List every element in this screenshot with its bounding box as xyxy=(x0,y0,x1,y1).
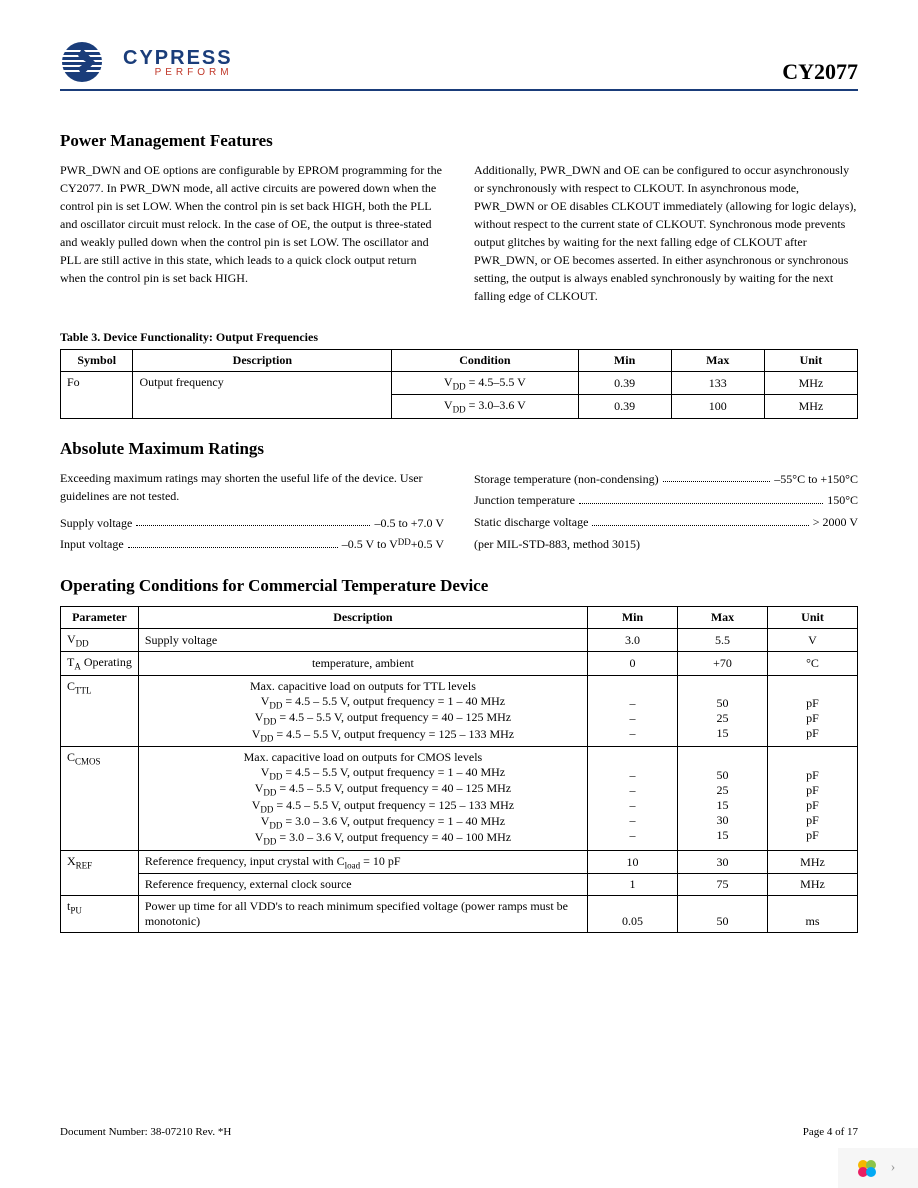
amr-heading: Absolute Maximum Ratings xyxy=(60,439,858,459)
amr-note: (per MIL-STD-883, method 3015) xyxy=(474,534,858,556)
t3-cond1: VDD = 4.5–5.5 V xyxy=(392,372,578,395)
logo: CYPRESS PERFORM xyxy=(60,40,233,85)
oc-vdd-param: VDD xyxy=(61,628,139,651)
table-row: XREF Reference frequency, input crystal … xyxy=(61,850,858,873)
oc-vdd-unit: V xyxy=(768,628,858,651)
th-symbol: Symbol xyxy=(61,350,133,372)
oc-tpu-param: tPU xyxy=(61,896,139,933)
oc-ta-min: 0 xyxy=(588,652,678,675)
th-description: Description xyxy=(133,350,392,372)
oc-cttl-max: 502515 xyxy=(678,675,768,746)
doc-number: Document Number: 38-07210 Rev. *H xyxy=(60,1126,231,1138)
oc-tpu-min: 0.05 xyxy=(588,896,678,933)
th-max: Max xyxy=(678,606,768,628)
oc-xref2-desc: Reference frequency, external clock sour… xyxy=(138,874,587,896)
t3-min1: 0.39 xyxy=(578,372,671,395)
oc-ccmos-desc: Max. capacitive load on outputs for CMOS… xyxy=(138,746,587,850)
pmf-col2: Additionally, PWR_DWN and OE can be conf… xyxy=(474,161,858,305)
oc-ccmos-min: ––––– xyxy=(588,746,678,850)
th-min: Min xyxy=(588,606,678,628)
logo-text: CYPRESS PERFORM xyxy=(123,48,233,78)
t3-unit1: MHz xyxy=(764,372,857,395)
th-condition: Condition xyxy=(392,350,578,372)
pmf-heading: Power Management Features xyxy=(60,131,858,151)
chevron-right-icon[interactable]: › xyxy=(885,1160,901,1176)
page-content: CYPRESS PERFORM CY2077 Power Management … xyxy=(0,0,918,993)
t3-max2: 100 xyxy=(671,395,764,418)
flower-icon[interactable] xyxy=(855,1156,879,1180)
page-footer: Document Number: 38-07210 Rev. *H Page 4… xyxy=(60,1126,858,1138)
th-unit: Unit xyxy=(764,350,857,372)
oc-xref2-min: 1 xyxy=(588,874,678,896)
part-number: CY2077 xyxy=(782,59,858,85)
logo-tagline: PERFORM xyxy=(123,68,233,78)
oc-ccmos-max: 5025153015 xyxy=(678,746,768,850)
oc-xref1-max: 30 xyxy=(678,850,768,873)
t3-symbol: Fo xyxy=(61,372,133,419)
table-row: CCMOS Max. capacitive load on outputs fo… xyxy=(61,746,858,850)
table-row: TA Operating temperature, ambient 0 +70 … xyxy=(61,652,858,675)
t3-unit2: MHz xyxy=(764,395,857,418)
oc-ccmos-unit: pFpFpFpFpF xyxy=(768,746,858,850)
t3-cond2: VDD = 3.0–3.6 V xyxy=(392,395,578,418)
table-row: VDD Supply voltage 3.0 5.5 V xyxy=(61,628,858,651)
table-row: Reference frequency, external clock sour… xyxy=(61,874,858,896)
page-header: CYPRESS PERFORM CY2077 xyxy=(60,40,858,91)
oc-xref2-unit: MHz xyxy=(768,874,858,896)
oc-vdd-desc: Supply voltage xyxy=(138,628,587,651)
table3-caption: Table 3. Device Functionality: Output Fr… xyxy=(60,330,858,345)
amr-col1: Exceeding maximum ratings may shorten th… xyxy=(60,469,444,556)
viewer-toolbar: › xyxy=(838,1148,918,1188)
th-parameter: Parameter xyxy=(61,606,139,628)
logo-name: CYPRESS xyxy=(123,48,233,68)
oc-table: Parameter Description Min Max Unit VDD S… xyxy=(60,606,858,933)
oc-cttl-min: ––– xyxy=(588,675,678,746)
cypress-logo-icon xyxy=(60,40,115,85)
oc-cttl-param: CTTL xyxy=(61,675,139,746)
oc-heading: Operating Conditions for Commercial Temp… xyxy=(60,576,858,596)
table3-header-row: Symbol Description Condition Min Max Uni… xyxy=(61,350,858,372)
amr-body: Exceeding maximum ratings may shorten th… xyxy=(60,469,858,556)
t3-max1: 133 xyxy=(671,372,764,395)
th-max: Max xyxy=(671,350,764,372)
th-unit: Unit xyxy=(768,606,858,628)
table-row: Fo Output frequency VDD = 4.5–5.5 V 0.39… xyxy=(61,372,858,395)
oc-xref1-unit: MHz xyxy=(768,850,858,873)
table-row: CTTL Max. capacitive load on outputs for… xyxy=(61,675,858,746)
oc-header-row: Parameter Description Min Max Unit xyxy=(61,606,858,628)
oc-tpu-unit: ms xyxy=(768,896,858,933)
th-min: Min xyxy=(578,350,671,372)
oc-ccmos-param: CCMOS xyxy=(61,746,139,850)
amr-intro: Exceeding maximum ratings may shorten th… xyxy=(60,469,444,505)
oc-xref1-desc: Reference frequency, input crystal with … xyxy=(138,850,587,873)
table3: Symbol Description Condition Min Max Uni… xyxy=(60,349,858,419)
pmf-body: PWR_DWN and OE options are configurable … xyxy=(60,161,858,305)
amr-static: Static discharge voltage> 2000 V xyxy=(474,512,858,534)
amr-col2: Storage temperature (non-condensing)–55°… xyxy=(474,469,858,556)
amr-input: Input voltage–0.5 V to VDD +0.5 V xyxy=(60,534,444,556)
t3-desc: Output frequency xyxy=(133,372,392,419)
oc-cttl-unit: pFpFpF xyxy=(768,675,858,746)
oc-ta-max: +70 xyxy=(678,652,768,675)
oc-tpu-desc: Power up time for all VDD's to reach min… xyxy=(138,896,587,933)
oc-vdd-max: 5.5 xyxy=(678,628,768,651)
oc-xref1-min: 10 xyxy=(588,850,678,873)
th-description: Description xyxy=(138,606,587,628)
oc-cttl-desc: Max. capacitive load on outputs for TTL … xyxy=(138,675,587,746)
oc-ta-desc: temperature, ambient xyxy=(138,652,587,675)
oc-tpu-max: 50 xyxy=(678,896,768,933)
page-number: Page 4 of 17 xyxy=(803,1126,858,1138)
table-row: tPU Power up time for all VDD's to reach… xyxy=(61,896,858,933)
oc-ta-param: TA Operating xyxy=(61,652,139,675)
oc-vdd-min: 3.0 xyxy=(588,628,678,651)
pmf-col1: PWR_DWN and OE options are configurable … xyxy=(60,161,444,305)
oc-xref2-max: 75 xyxy=(678,874,768,896)
oc-xref-param: XREF xyxy=(61,850,139,895)
t3-min2: 0.39 xyxy=(578,395,671,418)
oc-ta-unit: °C xyxy=(768,652,858,675)
